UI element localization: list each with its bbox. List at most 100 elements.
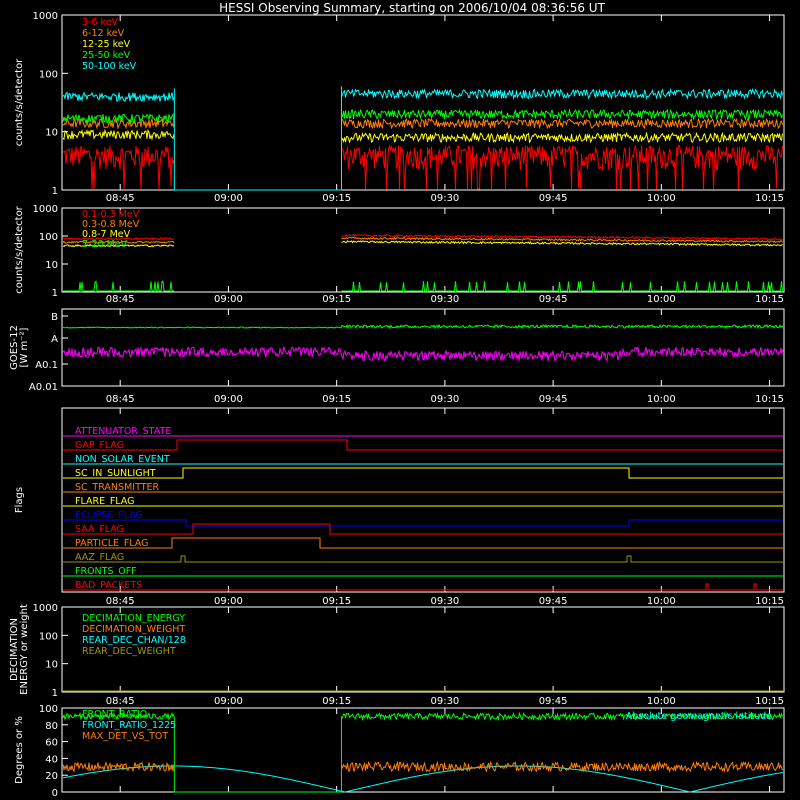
y-tick-label: 100	[39, 631, 58, 642]
x-tick-label: 09:45	[539, 696, 568, 707]
x-tick-label: 10:00	[647, 394, 676, 405]
x-tick-label: 10:00	[647, 596, 676, 607]
panel-goes: 08:45 09:00 09:15 09:30 09:45 10:00 10:15 BA A0.…	[9, 308, 785, 405]
y-tick-label: 1	[52, 288, 58, 299]
flag-label: BAD_PACKETS	[75, 580, 142, 591]
x-tick-label: 08:45	[106, 294, 135, 305]
series-line	[62, 345, 784, 363]
x-tick-label: 08:45	[106, 394, 135, 405]
panel-high-energy: 08:45 09:00 09:15 09:30 09:45 10:00 10:15 1 10 10…	[14, 204, 785, 305]
panels: 08:45 09:00 09:15 09:30 09:45 10:00 10:1511010…	[9, 11, 785, 799]
x-tick-label: 09:15	[322, 294, 351, 305]
panel-frame	[61, 207, 785, 293]
panel-frame	[61, 606, 785, 693]
series-line	[62, 765, 784, 793]
y-tick-label: 80	[45, 721, 58, 732]
flag-label: AAZ_FLAG	[75, 552, 124, 563]
legend-entry: 12-25 keV	[82, 39, 131, 50]
panel-decimation: 08:45 09:00 09:15 09:30 09:45 10:00 10:15 1 10 10…	[9, 603, 785, 707]
x-tick-label: 09:15	[322, 193, 351, 204]
legend-entry: 25-50 keV	[82, 50, 131, 61]
series-line	[62, 233, 783, 241]
series-line	[62, 108, 783, 125]
series-line	[62, 87, 783, 103]
flag-label: SAA_FLAG	[75, 524, 124, 535]
legend-entry: 7-20 MeV	[82, 239, 128, 250]
flag-label: ECLIPSE_FLAG	[75, 510, 143, 521]
legend-entry: 0.8-7 MeV	[82, 229, 131, 240]
legend-entry: Absolute geomagnetic latitude	[626, 711, 772, 722]
x-tick-label: 10:15	[755, 696, 784, 707]
x-tick-label: 09:30	[430, 193, 459, 204]
legend-entry: DECIMATION_ENERGY	[82, 613, 185, 624]
y-tick-label: B	[51, 312, 58, 323]
x-tick-label: 09:30	[430, 696, 459, 707]
y-tick-label: 10	[45, 660, 58, 671]
y-tick-label: 100	[39, 704, 58, 715]
x-tick-label: 09:45	[539, 193, 568, 204]
y-tick-label: 100	[39, 232, 58, 243]
y-axis-label: DECIMATIONENERGY or weight	[9, 604, 30, 695]
flag-label: SC_TRANSMITTER	[75, 482, 160, 493]
y-tick-label: 1	[52, 688, 58, 699]
series-line	[62, 760, 783, 773]
y-tick-label: 40	[45, 754, 58, 765]
legend-entry: FRONT_RATIO_1225	[82, 720, 176, 731]
x-tick-label: 10:15	[755, 193, 784, 204]
flag-label: FLARE_FLAG	[75, 496, 135, 507]
chart-title: HESSI Observing Summary, starting on 200…	[219, 1, 605, 15]
y-tick-label: A0.01	[29, 382, 58, 393]
y-tick-label: A	[51, 334, 58, 345]
x-tick-label: 08:45	[106, 193, 135, 204]
series-line	[173, 86, 342, 191]
y-tick-label: 20	[45, 771, 58, 782]
x-tick-label: 09:15	[322, 696, 351, 707]
y-tick-label: 10	[45, 260, 58, 271]
y-tick-label: 100	[39, 69, 58, 80]
y-tick-label: 1000	[33, 603, 58, 614]
flag-line	[63, 523, 783, 535]
x-tick-label: 09:00	[214, 294, 243, 305]
flag-label: FRONTS_OFF	[75, 566, 137, 577]
legend-entry: 3-6 keV	[82, 17, 119, 28]
x-tick-label: 09:00	[214, 696, 243, 707]
legend-entry: REAR_DEC_WEIGHT	[82, 646, 176, 657]
legend-entry: 0.3-0.8 MeV	[82, 219, 140, 230]
series-line	[62, 236, 783, 244]
legend-entry: FRONT_RATIO	[82, 709, 147, 720]
y-tick-label: 1000	[33, 11, 58, 22]
panel-frame	[61, 407, 785, 593]
flag-line	[63, 467, 783, 479]
panel-frame	[61, 707, 785, 793]
flag-label: PARTICLE_FLAG	[75, 538, 148, 549]
y-tick-label: A0.1	[35, 360, 58, 371]
y-axis-label: Flags	[14, 487, 25, 513]
x-tick-label: 08:45	[106, 596, 135, 607]
x-tick-label: 10:00	[647, 193, 676, 204]
legend-entry: 6-12 keV	[82, 28, 125, 39]
panel-flags: 08:45 09:00 09:15 09:30 09:45 10:00 10:15 Flags…	[14, 407, 785, 607]
flag-label: SC_IN_SUNLIGHT	[75, 468, 156, 479]
x-tick-label: 09:45	[539, 596, 568, 607]
legend-entry: 0.1-0.3 MeV	[82, 209, 140, 220]
panel-frame	[61, 308, 785, 387]
x-tick-label: 09:30	[430, 596, 459, 607]
series-line	[62, 323, 784, 330]
flag-line	[63, 555, 783, 563]
series-line	[62, 143, 783, 190]
panel-ratios: 0 20 40 60 80 100 Degrees or % FRONT_RATIOFRONT…	[14, 704, 785, 799]
y-tick-label: 10	[45, 128, 58, 139]
flag-line	[63, 519, 783, 527]
x-tick-label: 10:00	[647, 294, 676, 305]
series-line	[62, 711, 783, 722]
y-axis-label: counts/s/detector	[14, 205, 25, 293]
x-tick-label: 09:30	[430, 294, 459, 305]
x-tick-label: 08:45	[106, 696, 135, 707]
x-tick-label: 10:15	[755, 294, 784, 305]
y-axis-label: counts/s/detector	[14, 58, 25, 146]
y-tick-label: 1000	[33, 204, 58, 215]
x-tick-label: 09:45	[539, 394, 568, 405]
legend-entry: MAX_DET_VS_TOT	[82, 731, 168, 742]
series-line	[63, 280, 783, 292]
panel-low-energy: 08:45 09:00 09:15 09:30 09:45 10:00 10:15 1 10 10…	[14, 11, 785, 204]
